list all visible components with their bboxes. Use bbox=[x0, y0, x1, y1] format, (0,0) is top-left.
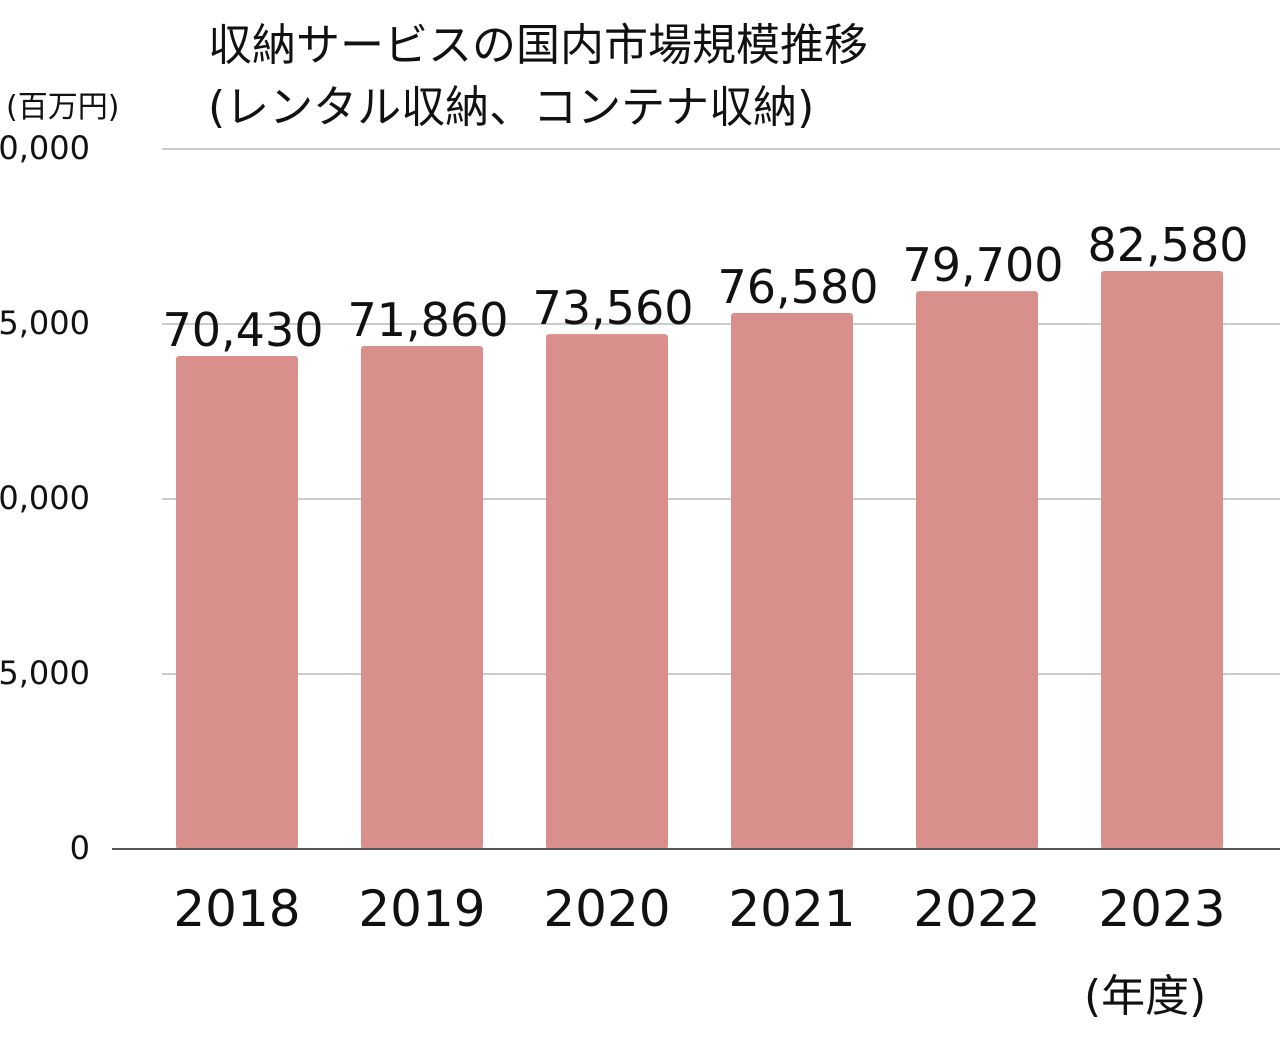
chart-title-line-2: (レンタル収納、コンテナ収納) bbox=[208, 82, 815, 133]
y-tick-label: 50,000 bbox=[0, 479, 90, 517]
bar-2018 bbox=[176, 355, 298, 849]
y-tick-label: 0 bbox=[70, 829, 90, 867]
bar-2020 bbox=[546, 334, 668, 850]
y-axis-tick-labels: 0 25,000 50,000 75,000 100,000 bbox=[0, 129, 90, 867]
data-label: 82,580 bbox=[1088, 218, 1249, 272]
x-axis-unit-label: (年度) bbox=[1084, 971, 1207, 1022]
x-tick-label: 2020 bbox=[543, 880, 670, 938]
bar-2019 bbox=[361, 345, 483, 849]
x-tick-label: 2022 bbox=[913, 880, 1040, 938]
x-tick-label: 2021 bbox=[728, 880, 855, 938]
data-label: 73,560 bbox=[533, 281, 694, 335]
data-label: 70,430 bbox=[163, 303, 324, 357]
x-tick-label: 2023 bbox=[1098, 880, 1225, 938]
bar-2022 bbox=[916, 291, 1038, 850]
bars bbox=[176, 270, 1223, 850]
bar-2023 bbox=[1101, 270, 1223, 849]
x-tick-label: 2019 bbox=[358, 880, 485, 938]
y-axis-unit-label: (百万円) bbox=[6, 90, 120, 125]
x-axis-tick-labels: 2018 2019 2020 2021 2022 2023 bbox=[173, 880, 1225, 938]
data-label: 76,580 bbox=[718, 260, 879, 314]
x-tick-label: 2018 bbox=[173, 880, 300, 938]
chart-title-line-1: 収納サービスの国内市場規模推移 bbox=[208, 20, 868, 71]
y-tick-label: 25,000 bbox=[0, 654, 90, 692]
gridlines bbox=[162, 148, 1280, 675]
data-label: 79,700 bbox=[903, 238, 1064, 292]
data-label: 71,860 bbox=[348, 293, 509, 347]
bar-2021 bbox=[731, 312, 853, 849]
y-tick-label: 100,000 bbox=[0, 129, 90, 167]
y-tick-label: 75,000 bbox=[0, 304, 90, 342]
data-labels: 70,430 71,860 73,560 76,580 79,700 82,580 bbox=[163, 218, 1249, 357]
